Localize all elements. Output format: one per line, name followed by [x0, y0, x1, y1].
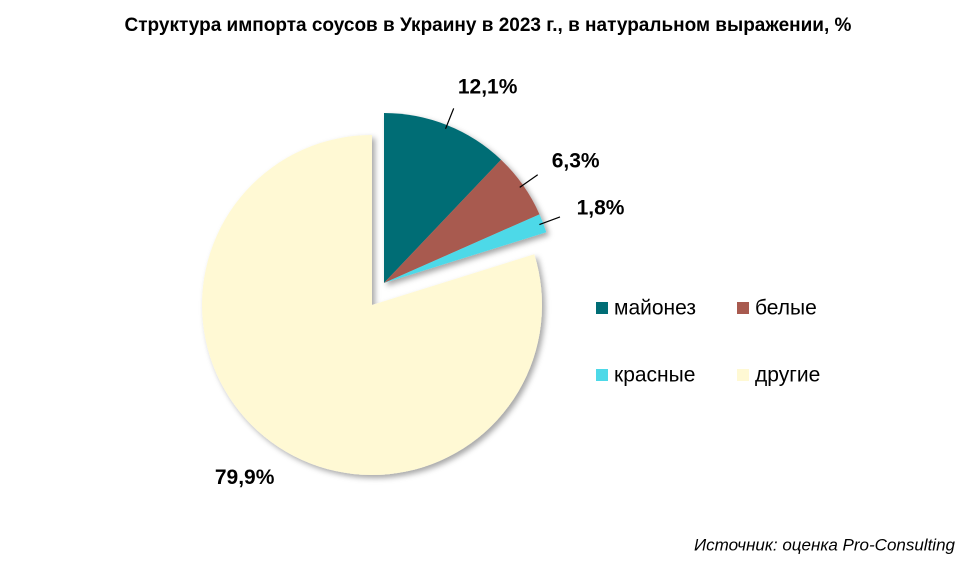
legend-label: другие: [755, 364, 820, 387]
pie-slice: [384, 113, 502, 283]
legend-label: красные: [614, 364, 695, 387]
pie-slice: [384, 159, 540, 283]
pie: [202, 113, 547, 476]
pie-slice: [202, 135, 542, 476]
value-label: 1,8%: [577, 197, 625, 220]
chart-title: Структура импорта соусов в Украину в 202…: [125, 15, 852, 36]
legend-label: майонез: [614, 297, 696, 320]
value-label: 79,9%: [215, 466, 275, 489]
value-label: 6,3%: [552, 150, 600, 173]
leader-line: [539, 216, 561, 226]
legend-swatch: [596, 302, 608, 314]
value-label: 12,1%: [458, 76, 518, 99]
legend-swatch: [596, 369, 608, 381]
source-note: Источник: оценка Pro-Consulting: [694, 535, 956, 554]
legend-swatch: [737, 369, 749, 381]
leader-line: [444, 108, 455, 130]
legend-swatch: [737, 302, 749, 314]
legend-label: белые: [755, 297, 817, 320]
pie-slice: [384, 214, 547, 283]
leader-line: [519, 174, 539, 188]
